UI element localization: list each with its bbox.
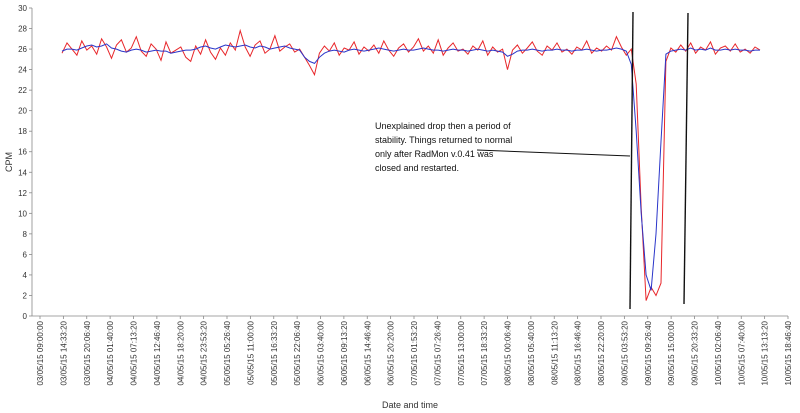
x-tick-label: 04/05/15 01:40:00 <box>106 320 115 385</box>
y-tick-label: 4 <box>23 271 28 280</box>
y-tick-label: 8 <box>23 230 28 239</box>
annotation-line-3: only after RadMon v.0.41 was <box>375 149 494 159</box>
y-tick-label: 6 <box>23 250 28 259</box>
x-tick-label: 10/05/15 07:40:00 <box>737 320 746 385</box>
y-tick-label: 20 <box>18 107 27 116</box>
annotation-line-1: Unexplained drop then a period of <box>375 121 511 131</box>
series-line-2 <box>61 43 760 291</box>
y-tick-label: 2 <box>23 291 28 300</box>
x-tick-label: 06/05/15 14:46:40 <box>363 320 372 385</box>
x-tick-label: 08/05/15 05:40:00 <box>527 320 536 385</box>
y-tick-label: 24 <box>18 66 27 75</box>
x-tick-label: 05/05/15 11:00:00 <box>246 320 255 384</box>
y-tick-label: 28 <box>18 25 27 34</box>
x-axis-ticks: 03/05/15 09:00:00 03/05/15 14:33:20 03/05/… <box>36 316 793 386</box>
x-tick-label: 04/05/15 23:53:20 <box>200 320 209 385</box>
y-tick-label: 12 <box>18 189 27 198</box>
y-axis-title: CPM <box>4 152 14 172</box>
y-tick-label: 30 <box>18 4 27 13</box>
y-tick-label: 22 <box>18 86 27 95</box>
annotation-marker-right <box>683 12 689 305</box>
x-tick-label: 07/05/15 18:33:20 <box>480 320 489 385</box>
annotation-line-2: stability. Things returned to normal <box>375 135 512 145</box>
x-tick-label: 07/05/15 01:53:20 <box>410 320 419 385</box>
x-tick-label: 03/05/15 14:33:20 <box>59 320 68 385</box>
x-tick-label: 10/05/15 02:06:40 <box>714 320 723 385</box>
x-tick-label: 09/05/15 09:26:40 <box>644 320 653 385</box>
x-tick-label: 08/05/15 11:13:20 <box>550 320 559 384</box>
x-tick-label: 06/05/15 03:40:00 <box>317 320 326 385</box>
annotation-marker-left <box>629 11 634 310</box>
x-axis-title: Date and time <box>382 400 438 410</box>
y-tick-label: 18 <box>18 127 27 136</box>
x-tick-label: 08/05/15 16:46:40 <box>574 320 583 385</box>
x-tick-label: 06/05/15 20:20:00 <box>387 320 396 385</box>
series-layer <box>61 28 761 301</box>
y-tick-label: 14 <box>18 168 27 177</box>
x-tick-label: 09/05/15 03:53:20 <box>620 320 629 385</box>
x-tick-label: 04/05/15 12:46:40 <box>153 320 162 385</box>
x-tick-label: 08/05/15 00:06:40 <box>504 320 513 385</box>
annotation-line-4: closed and restarted. <box>375 163 459 173</box>
x-tick-label: 09/05/15 15:00:00 <box>667 320 676 385</box>
y-tick-label: 0 <box>23 312 28 321</box>
x-tick-label: 09/05/15 20:33:20 <box>691 320 700 385</box>
x-tick-label: 10/05/15 13:13:20 <box>761 320 770 385</box>
y-tick-label: 10 <box>18 209 27 218</box>
x-tick-label: 10/05/15 18:46:40 <box>784 320 793 385</box>
x-tick-label: 05/05/15 16:33:20 <box>270 320 279 385</box>
y-tick-label: 16 <box>18 148 27 157</box>
x-tick-label: 03/05/15 09:00:00 <box>36 320 45 385</box>
x-tick-label: 07/05/15 13:00:00 <box>457 320 466 385</box>
x-tick-label: 04/05/15 18:20:00 <box>176 320 185 385</box>
x-tick-label: 07/05/15 07:26:40 <box>433 320 442 385</box>
annotation-pointer <box>476 149 631 157</box>
x-tick-label: 05/05/15 22:06:40 <box>293 320 302 385</box>
annotation-layer <box>476 11 689 310</box>
series-line-1 <box>61 28 761 301</box>
y-tick-label: 26 <box>18 45 27 54</box>
x-tick-label: 03/05/15 20:06:40 <box>83 320 92 385</box>
x-tick-label: 05/05/15 05:26:40 <box>223 320 232 385</box>
x-tick-label: 04/05/15 07:13:20 <box>130 320 139 385</box>
x-tick-label: 08/05/15 22:20:00 <box>597 320 606 385</box>
x-tick-label: 06/05/15 09:13:20 <box>340 320 349 385</box>
